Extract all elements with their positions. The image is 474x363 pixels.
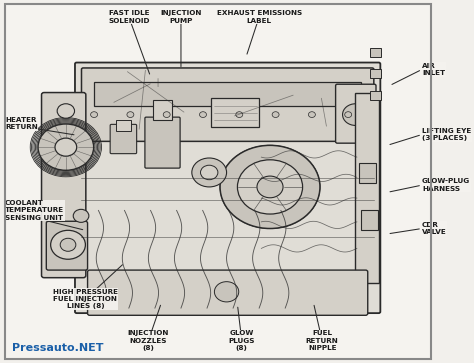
Circle shape (51, 230, 85, 259)
Text: HEATER
RETURN: HEATER RETURN (5, 117, 38, 130)
Circle shape (163, 112, 170, 118)
Bar (355, 93, 379, 283)
Bar (370, 91, 381, 100)
Circle shape (343, 104, 369, 126)
Bar (94, 82, 361, 106)
FancyBboxPatch shape (145, 117, 180, 168)
Circle shape (236, 112, 243, 118)
Text: GLOW-PLUG
HARNESS: GLOW-PLUG HARNESS (422, 179, 470, 192)
Circle shape (220, 145, 320, 229)
Circle shape (192, 158, 227, 187)
Bar (370, 48, 381, 57)
Text: INJECTION
NOZZLES
(8): INJECTION NOZZLES (8) (128, 330, 169, 351)
Text: INJECTION
PUMP: INJECTION PUMP (160, 10, 201, 24)
FancyBboxPatch shape (88, 270, 368, 315)
FancyBboxPatch shape (46, 221, 88, 270)
Bar (361, 211, 378, 230)
Circle shape (345, 112, 352, 118)
Circle shape (38, 124, 94, 170)
Text: FAST IDLE
SOLENOID: FAST IDLE SOLENOID (108, 10, 150, 24)
Circle shape (91, 112, 98, 118)
Text: FUEL
RETURN
NIPPLE: FUEL RETURN NIPPLE (306, 330, 338, 351)
Circle shape (73, 209, 89, 223)
Text: CDR
VALVE: CDR VALVE (422, 222, 447, 235)
Circle shape (201, 165, 218, 180)
Bar (153, 100, 172, 120)
Circle shape (60, 238, 76, 251)
Circle shape (272, 112, 279, 118)
Text: LIFTING EYE
(3 PLACES): LIFTING EYE (3 PLACES) (422, 128, 471, 141)
FancyBboxPatch shape (110, 125, 137, 154)
Bar (211, 98, 259, 127)
Circle shape (257, 176, 283, 198)
FancyBboxPatch shape (42, 93, 86, 278)
Circle shape (214, 282, 239, 302)
Text: HIGH PRESSURE
FUEL INJECTION
LINES (8): HIGH PRESSURE FUEL INJECTION LINES (8) (53, 289, 118, 309)
Text: COOLANT
TEMPERATURE
SENSING UNIT: COOLANT TEMPERATURE SENSING UNIT (5, 200, 64, 221)
Circle shape (237, 160, 302, 214)
FancyBboxPatch shape (336, 84, 376, 143)
Circle shape (309, 112, 315, 118)
FancyBboxPatch shape (82, 68, 374, 141)
Bar (359, 163, 376, 183)
Bar (116, 120, 131, 131)
Bar (370, 69, 381, 78)
Circle shape (200, 112, 207, 118)
Text: AIR
INLET: AIR INLET (422, 63, 445, 76)
Circle shape (127, 112, 134, 118)
FancyBboxPatch shape (75, 62, 380, 313)
Text: Pressauto.NET: Pressauto.NET (11, 343, 103, 353)
Circle shape (55, 138, 77, 156)
Text: EXHAUST EMISSIONS
LABEL: EXHAUST EMISSIONS LABEL (217, 10, 302, 24)
Text: GLOW
PLUGS
(8): GLOW PLUGS (8) (228, 330, 255, 351)
Circle shape (57, 104, 74, 118)
